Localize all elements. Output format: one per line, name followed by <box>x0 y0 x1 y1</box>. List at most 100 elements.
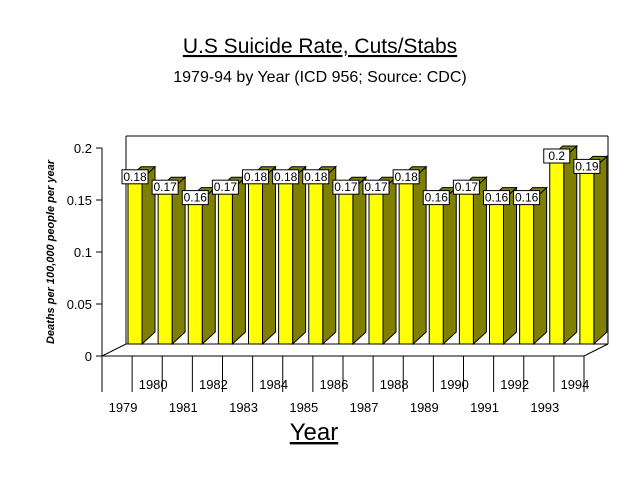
bar-front <box>368 188 384 345</box>
bar-side <box>442 186 457 346</box>
data-label-box <box>332 179 360 195</box>
bar: 0.18 <box>392 165 428 346</box>
y-axis: 0 0.05 0.1 0.15 0.2 <box>67 141 103 364</box>
y-tick-label: 0.1 <box>74 245 92 260</box>
bar: 0.17 <box>362 176 398 346</box>
bar: 0.16 <box>513 186 548 346</box>
data-label: 0.18 <box>304 170 328 184</box>
bar-side <box>533 186 548 346</box>
y-tick-label: 0.2 <box>74 141 92 156</box>
bar: 0.16 <box>422 186 458 346</box>
x-tick-label: 1992 <box>500 377 529 392</box>
bar: 0.16 <box>181 186 217 346</box>
x-tick-label: 1982 <box>199 377 228 392</box>
x-tick-label: 1981 <box>169 400 198 415</box>
bar: 0.18 <box>272 165 307 346</box>
x-tick-label: 1991 <box>470 400 499 415</box>
bars: 0.18 0.17 0.16 0.17 0.18 0.18 0.18 0.17 0.17 0.18… <box>121 144 609 346</box>
x-tick-label: 1988 <box>380 377 409 392</box>
bar-front <box>398 178 414 345</box>
data-label-box <box>573 158 601 174</box>
data-label-box <box>272 169 300 185</box>
data-label-box <box>242 169 269 185</box>
data-label: 0.17 <box>153 180 177 194</box>
data-label: 0.18 <box>394 170 418 184</box>
bar: 0.18 <box>302 165 338 346</box>
data-label: 0.17 <box>334 180 358 194</box>
bar-side <box>382 176 397 346</box>
data-label: 0.16 <box>485 191 509 205</box>
data-label-box <box>422 190 450 206</box>
bar: 0.17 <box>211 176 247 346</box>
data-label-box <box>392 169 420 185</box>
data-label-box <box>513 190 541 206</box>
data-label-box <box>211 179 239 195</box>
bar-front <box>127 178 143 345</box>
x-tick-label: 1993 <box>530 400 559 415</box>
data-label-box <box>121 169 149 185</box>
bar-side <box>593 155 608 346</box>
chart-subtitle: 1979-94 by Year (ICD 956; Source: CDC) <box>173 69 466 86</box>
bar-side <box>352 176 367 346</box>
bar: 0.17 <box>452 176 488 346</box>
x-tick-label: 1984 <box>259 377 288 392</box>
bar: 0.18 <box>121 165 157 346</box>
data-label: 0.18 <box>244 170 268 184</box>
bar-front <box>428 199 444 345</box>
x-axis-label: Year <box>290 419 339 446</box>
data-label-box <box>302 169 330 185</box>
bar-front <box>519 199 535 345</box>
bar: 0.18 <box>242 165 277 346</box>
bar-front <box>157 188 173 345</box>
bar-front <box>489 199 504 345</box>
data-label-box <box>543 148 571 164</box>
data-label-box <box>483 190 510 206</box>
data-label-box <box>452 179 480 195</box>
x-tick-label: 1980 <box>139 377 168 392</box>
bar-front <box>217 188 233 345</box>
data-label: 0.16 <box>425 191 449 205</box>
data-label: 0.17 <box>364 180 388 194</box>
bar-side <box>201 186 216 346</box>
chart-title: U.S Suicide Rate, Cuts/Stabs <box>183 35 457 58</box>
bar-side <box>262 165 276 346</box>
y-axis-label: Deaths per 100,000 people per year <box>45 159 57 344</box>
data-label-box <box>181 190 209 206</box>
bar-front <box>248 178 263 345</box>
bar-side <box>503 186 517 346</box>
bar-front <box>579 167 595 345</box>
bar-side <box>563 144 578 346</box>
x-tick-label: 1983 <box>229 400 258 415</box>
y-tick-label: 0 <box>85 349 92 364</box>
x-tick-label: 1986 <box>319 377 348 392</box>
bar-front <box>308 178 324 345</box>
data-label: 0.19 <box>575 159 599 173</box>
bar: 0.17 <box>151 176 187 346</box>
y-tick-label: 0.05 <box>67 297 92 312</box>
data-label: 0.16 <box>515 191 539 205</box>
x-tick-label: 1990 <box>440 377 469 392</box>
data-label: 0.17 <box>455 180 479 194</box>
bar: 0.17 <box>332 176 368 346</box>
data-label: 0.18 <box>123 170 147 184</box>
bar-front <box>338 188 354 345</box>
bar-side <box>231 176 246 346</box>
y-tick-label: 0.15 <box>67 193 92 208</box>
bar: 0.19 <box>573 155 609 346</box>
x-tick-label: 1987 <box>350 400 379 415</box>
bar-front <box>278 178 294 345</box>
bar: 0.16 <box>483 186 518 346</box>
bar-front <box>187 199 203 345</box>
x-tick-label: 1979 <box>109 400 138 415</box>
data-label: 0.2 <box>548 149 565 163</box>
bar-side <box>292 165 307 346</box>
x-tick-label: 1989 <box>410 400 439 415</box>
bar-front <box>549 157 565 345</box>
data-label: 0.17 <box>214 180 238 194</box>
bar-front <box>458 188 474 345</box>
data-label-box <box>151 179 179 195</box>
x-axis: 1979198019811982198319841985198619871988… <box>101 356 589 415</box>
x-tick-label: 1985 <box>289 400 318 415</box>
data-label: 0.16 <box>184 191 208 205</box>
